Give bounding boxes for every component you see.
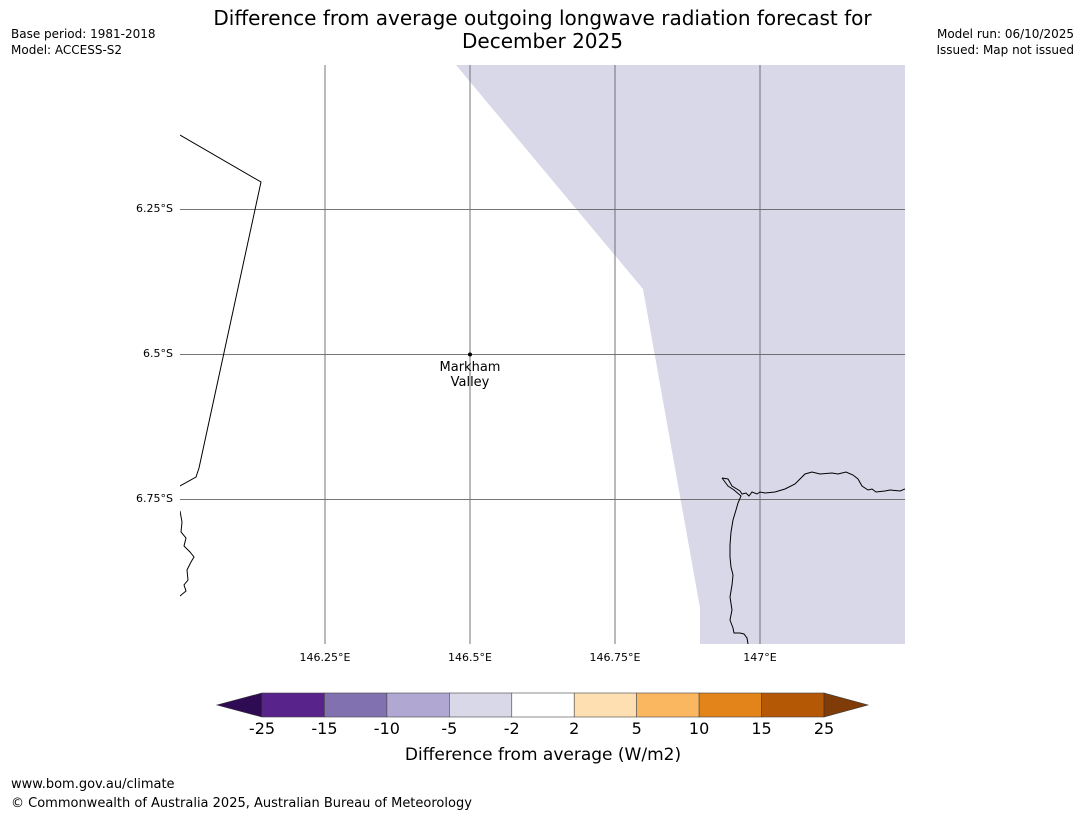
colorbar-segment-3 xyxy=(449,692,513,718)
lon-label-146-25: 146.25°E xyxy=(299,651,351,664)
colorbar-tick-label: 25 xyxy=(813,719,835,738)
colorbar-segment-5 xyxy=(573,692,637,718)
footer-url[interactable]: www.bom.gov.au/climate xyxy=(11,777,175,792)
model-info: Base period: 1981-2018 Model: ACCESS-S2 xyxy=(11,26,156,58)
river xyxy=(721,477,749,644)
model-run-date: Model run: 06/10/2025 xyxy=(936,27,1074,41)
colorbar-tick-label: -25 xyxy=(248,719,276,738)
issued-status: Issued: Map not issued xyxy=(936,43,1074,57)
colorbar-tick-label: 10 xyxy=(688,719,710,738)
colorbar-segment-7 xyxy=(698,692,762,718)
colorbar-underflow-triangle xyxy=(215,692,263,718)
footer-copyright: © Commonwealth of Australia 2025, Austra… xyxy=(11,796,472,811)
map-panel[interactable] xyxy=(0,0,1085,700)
place-label-line-2: Valley xyxy=(450,375,490,390)
lat-label-6-75: 6.75°S xyxy=(136,492,173,505)
title-line-2: December 2025 xyxy=(462,29,623,53)
place-label-line-1: Markham xyxy=(439,360,501,375)
boundaries xyxy=(180,134,905,644)
colorbar-tick-label: -2 xyxy=(503,719,520,738)
place-marker[interactable] xyxy=(468,352,472,357)
lat-label-6-5: 6.5°S xyxy=(143,347,173,360)
base-period: Base period: 1981-2018 xyxy=(11,27,156,41)
district-boundary xyxy=(180,134,262,487)
run-info: Model run: 06/10/2025 Issued: Map not is… xyxy=(936,26,1074,58)
footer: www.bom.gov.au/climate © Commonwealth of… xyxy=(11,775,472,813)
colorbar-tick-label: -15 xyxy=(311,719,338,738)
lon-label-146-5: 146.5°E xyxy=(448,651,492,664)
colorbar-tick-label: -10 xyxy=(373,719,400,738)
colorbar-segment-6 xyxy=(636,692,700,718)
lat-label-6-25: 6.25°S xyxy=(136,202,173,215)
coastline-west xyxy=(180,510,195,597)
colorbar-segment-2 xyxy=(386,692,450,718)
colorbar-tick-label: -5 xyxy=(441,719,458,738)
colorbar-segment-4 xyxy=(511,692,575,718)
colorbar xyxy=(215,692,870,718)
colorbar-tick-label: 2 xyxy=(569,719,580,738)
colorbar-segment-8 xyxy=(761,692,825,718)
colorbar-segment-0 xyxy=(261,692,325,718)
lon-label-146-75: 146.75°E xyxy=(589,651,641,664)
lon-label-147: 147°E xyxy=(743,651,777,664)
coastline-east xyxy=(721,471,905,497)
model-name: Model: ACCESS-S2 xyxy=(11,43,123,57)
colorbar-tick-label: 15 xyxy=(751,719,772,738)
title-line-1: Difference from average outgoing longwav… xyxy=(213,6,872,30)
colorbar-overflow-triangle xyxy=(823,692,870,718)
place-label: Markham Valley xyxy=(420,360,520,390)
colorbar-segment-1 xyxy=(324,692,388,718)
map-title: Difference from average outgoing longwav… xyxy=(150,7,935,53)
colorbar-tick-label: 5 xyxy=(631,719,642,738)
colorbar-label: Difference from average (W/m2) xyxy=(404,745,682,765)
